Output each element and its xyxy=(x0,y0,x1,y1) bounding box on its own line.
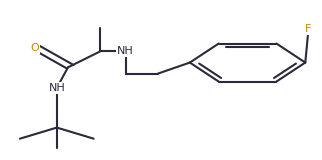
Text: NH: NH xyxy=(117,46,134,56)
Text: F: F xyxy=(305,24,312,34)
Text: O: O xyxy=(30,43,39,53)
Text: NH: NH xyxy=(48,83,65,93)
